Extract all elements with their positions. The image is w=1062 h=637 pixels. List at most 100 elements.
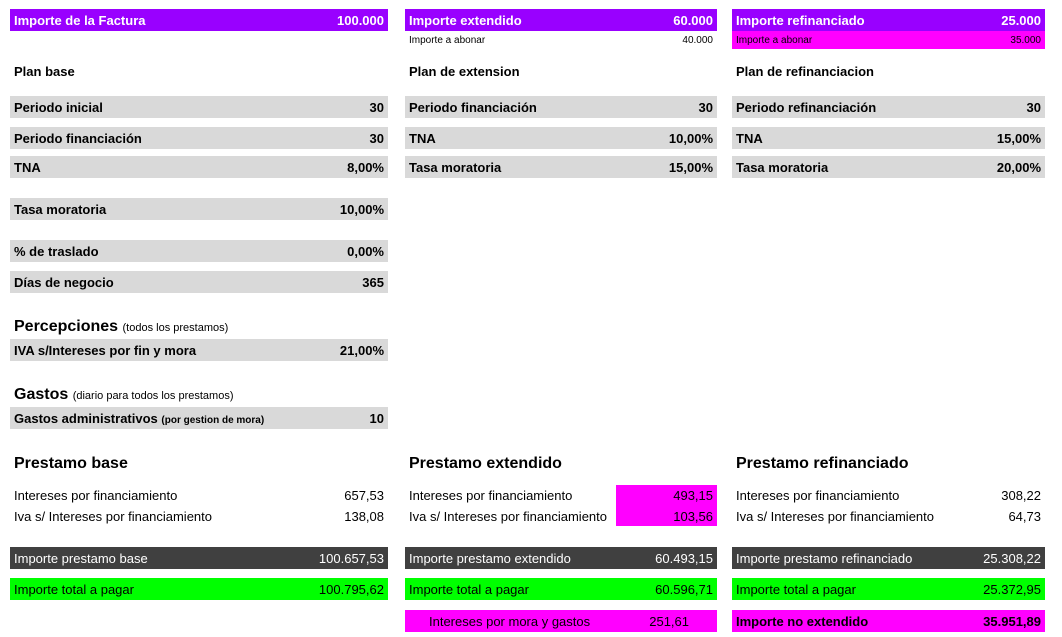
ext-intereses-value-cell[interactable]: 493,15 <box>616 485 717 506</box>
row-value: 60.596,71 <box>655 581 713 597</box>
base-intereses-row[interactable]: Intereses por financiamiento 657,53 <box>10 485 388 505</box>
periodo-financiacion-row[interactable]: Periodo financiación 30 <box>10 127 388 149</box>
row-value: 493,15 <box>673 488 713 503</box>
ref-periodo-row[interactable]: Periodo refinanciación 30 <box>732 96 1045 118</box>
prestamo-extendido-title: Prestamo extendido <box>409 455 562 472</box>
ext-intereses-label: Intereses por financiamiento <box>409 488 573 503</box>
importe-abonar-ref-cell[interactable]: Importe a abonar 35.000 <box>732 31 1045 49</box>
row-label: Importe total a pagar <box>736 581 856 597</box>
row-value: 64,73 <box>1008 508 1041 524</box>
row-label: Tasa moratoria <box>14 201 107 217</box>
percepciones-heading: Percepciones (todos los prestamos) <box>14 318 228 336</box>
row-value: 10,00% <box>668 130 713 146</box>
row-value: 25.372,95 <box>983 581 1041 597</box>
gastos-note: (diario para todos los prestamos) <box>72 390 234 402</box>
row-label: Periodo refinanciación <box>736 99 877 115</box>
row-value: 25.308,22 <box>983 550 1041 566</box>
row-value: 138,08 <box>344 508 384 524</box>
importe-prestamo-refinanciado-row[interactable]: Importe prestamo refinanciado 25.308,22 <box>732 547 1045 569</box>
plan-refinanciacion-title: Plan de refinanciacion <box>736 64 874 79</box>
row-value: 60.493,15 <box>655 550 713 566</box>
ref-total-row[interactable]: Importe total a pagar 25.372,95 <box>732 578 1045 600</box>
ext-tasa-moratoria-row[interactable]: Tasa moratoria 15,00% <box>405 156 717 178</box>
importe-prestamo-extendido-row[interactable]: Importe prestamo extendido 60.493,15 <box>405 547 717 569</box>
row-value: 10,00% <box>339 201 384 217</box>
row-label: Periodo inicial <box>14 99 103 115</box>
gastos-title: Gastos <box>14 386 69 403</box>
row-label: Intereses por financiamiento <box>736 487 900 503</box>
plan-base-title: Plan base <box>14 64 75 79</box>
base-iva-row[interactable]: Iva s/ Intereses por financiamiento 138,… <box>10 506 388 526</box>
prestamo-refinanciado-title: Prestamo refinanciado <box>736 455 909 472</box>
importe-abonar-ext-label: Importe a abonar <box>409 34 486 46</box>
importe-abonar-ext-cell[interactable]: Importe a abonar 40.000 <box>405 31 717 49</box>
iva-intereses-row[interactable]: IVA s/Intereses por fin y mora 21,00% <box>10 339 388 361</box>
percepciones-title: Percepciones <box>14 318 119 335</box>
row-value: 103,56 <box>673 508 713 524</box>
row-value: 20,00% <box>996 159 1041 175</box>
importe-extendido-value: 60.000 <box>673 12 713 28</box>
ext-iva-value-cell[interactable]: 103,56 <box>616 506 717 526</box>
row-label-wrap: Gastos administrativos (por gestion de m… <box>14 411 264 426</box>
row-value: 15,00% <box>668 159 713 175</box>
row-value: 657,53 <box>344 487 384 503</box>
row-label: Iva s/ Intereses por financiamiento <box>736 508 934 524</box>
percepciones-note: (todos los prestamos) <box>122 322 229 334</box>
importe-prestamo-base-row[interactable]: Importe prestamo base 100.657,53 <box>10 547 388 569</box>
periodo-inicial-row[interactable]: Periodo inicial 30 <box>10 96 388 118</box>
ref-intereses-row[interactable]: Intereses por financiamiento 308,22 <box>732 485 1045 505</box>
ext-total-row[interactable]: Importe total a pagar 60.596,71 <box>405 578 717 600</box>
row-label: Gastos administrativos <box>14 410 158 426</box>
row-label: Importe total a pagar <box>409 581 529 597</box>
prestamo-base-title: Prestamo base <box>14 455 128 472</box>
row-label: Intereses por mora y gastos <box>429 613 591 629</box>
gastos-admin-row[interactable]: Gastos administrativos (por gestion de m… <box>10 407 388 429</box>
importe-abonar-ext-value: 40.000 <box>682 34 713 46</box>
row-value: 10 <box>369 410 384 426</box>
ext-tna-row[interactable]: TNA 10,00% <box>405 127 717 149</box>
row-label: % de traslado <box>14 243 99 259</box>
base-total-row[interactable]: Importe total a pagar 100.795,62 <box>10 578 388 600</box>
row-value: 30 <box>1026 99 1041 115</box>
importe-refinanciado-cell[interactable]: Importe refinanciado 25.000 <box>732 9 1045 31</box>
row-value: 0,00% <box>347 243 384 259</box>
ref-tna-row[interactable]: TNA 15,00% <box>732 127 1045 149</box>
row-label: IVA s/Intereses por fin y mora <box>14 342 197 358</box>
row-value: 100.795,62 <box>318 581 384 597</box>
row-value: 15,00% <box>996 130 1041 146</box>
row-label: TNA <box>14 159 41 175</box>
row-value: 8,00% <box>347 159 384 175</box>
row-value: 365 <box>362 274 384 290</box>
importe-extendido-cell[interactable]: Importe extendido 60.000 <box>405 9 717 31</box>
importe-no-extendido-row[interactable]: Importe no extendido 35.951,89 <box>732 610 1045 632</box>
row-label: Importe prestamo refinanciado <box>736 550 913 566</box>
row-value: 30 <box>698 99 713 115</box>
dias-negocio-row[interactable]: Días de negocio 365 <box>10 271 388 293</box>
row-label: TNA <box>736 130 763 146</box>
traslado-row[interactable]: % de traslado 0,00% <box>10 240 388 262</box>
row-value: 100.657,53 <box>318 550 384 566</box>
ref-tasa-moratoria-row[interactable]: Tasa moratoria 20,00% <box>732 156 1045 178</box>
gastos-heading: Gastos (diario para todos los prestamos) <box>14 386 234 404</box>
row-label: Tasa moratoria <box>736 159 829 175</box>
plan-extension-title: Plan de extension <box>409 64 520 79</box>
row-value: 21,00% <box>339 342 384 358</box>
importe-refinanciado-value: 25.000 <box>1001 12 1041 28</box>
row-value: 251,61 <box>649 613 689 629</box>
importe-factura-label: Importe de la Factura <box>14 12 146 28</box>
row-value: 30 <box>369 99 384 115</box>
ext-periodo-row[interactable]: Periodo financiación 30 <box>405 96 717 118</box>
row-label: Periodo financiación <box>409 99 537 115</box>
importe-abonar-ref-value: 35.000 <box>1010 34 1041 46</box>
importe-factura-cell[interactable]: Importe de la Factura 100.000 <box>10 9 388 31</box>
tasa-moratoria-row[interactable]: Tasa moratoria 10,00% <box>10 198 388 220</box>
ext-mora-gastos-row[interactable]: Intereses por mora y gastos 251,61 <box>405 610 717 632</box>
row-label: Importe no extendido <box>736 613 869 629</box>
row-label: Importe prestamo base <box>14 550 148 566</box>
tna-row[interactable]: TNA 8,00% <box>10 156 388 178</box>
ref-iva-row[interactable]: Iva s/ Intereses por financiamiento 64,7… <box>732 506 1045 526</box>
row-label: Periodo financiación <box>14 130 142 146</box>
importe-refinanciado-label: Importe refinanciado <box>736 12 865 28</box>
row-label: Tasa moratoria <box>409 159 502 175</box>
row-label: Iva s/ Intereses por financiamiento <box>14 508 212 524</box>
